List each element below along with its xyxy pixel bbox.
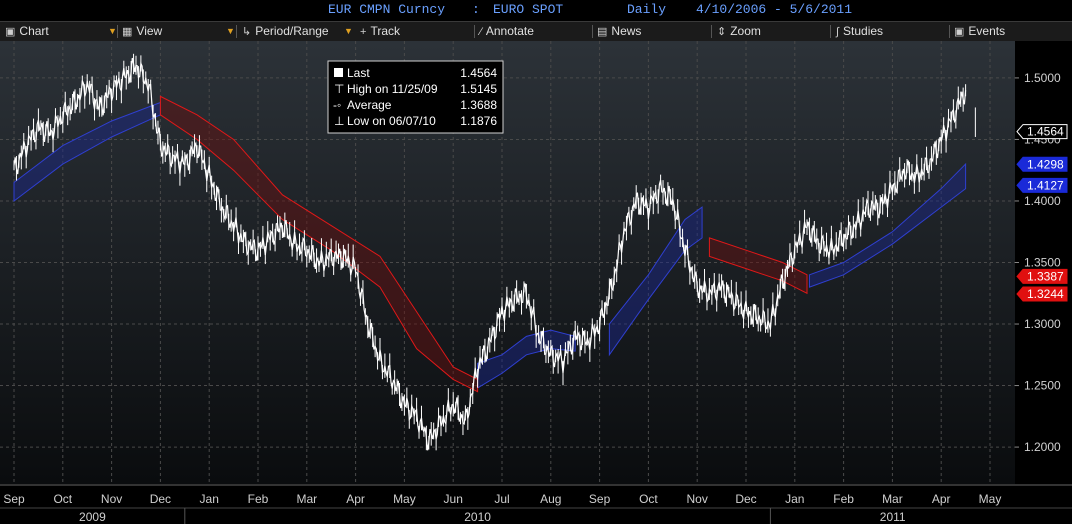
x-month-label: Oct xyxy=(639,492,658,506)
x-month-label: Sep xyxy=(3,492,25,506)
legend-low-value: 1.1876 xyxy=(460,114,497,128)
blue-band-segment xyxy=(808,162,967,288)
legend-average-label: Average xyxy=(347,98,392,112)
legend-high-value: 1.5145 xyxy=(460,82,497,96)
period-range-menu-button[interactable]: ↳ Period/Range xyxy=(242,24,329,38)
price-tag-blue xyxy=(1016,156,1068,172)
pen-icon: ∕ xyxy=(480,26,482,38)
price-chart[interactable]: 1.20001.25001.30001.35001.40001.45001.50… xyxy=(0,41,1072,524)
x-month-label: Jun xyxy=(444,492,463,506)
toolbar-divider xyxy=(236,25,237,38)
toolbar-divider xyxy=(117,25,118,38)
price-tag-label: 1.3387 xyxy=(1027,269,1064,283)
price-tag-label: 1.4298 xyxy=(1027,157,1064,171)
toolbar-divider xyxy=(949,25,950,38)
calendar-icon: ↳ xyxy=(242,26,252,38)
high-marker-icon: ⊤ xyxy=(334,82,344,96)
red-band-segment xyxy=(159,95,479,393)
legend-low-label: Low on 06/07/10 xyxy=(347,114,436,128)
legend-high-label: High on 11/25/09 xyxy=(347,82,438,96)
view-menu-button[interactable]: ▦ View xyxy=(122,24,163,38)
y-tick-label: 1.2500 xyxy=(1024,379,1061,393)
x-month-label: May xyxy=(979,492,1002,506)
x-month-label: Jul xyxy=(494,492,509,506)
events-icon: ▣ xyxy=(954,26,965,38)
x-month-label: Jan xyxy=(200,492,219,506)
chart-menu-button[interactable]: ▣ Chart xyxy=(5,24,49,38)
y-tick-label: 1.3000 xyxy=(1024,317,1061,331)
toolbar-divider xyxy=(592,25,593,38)
x-month-label: Jan xyxy=(785,492,804,506)
price-series-layer xyxy=(13,53,976,451)
x-month-label: Nov xyxy=(687,492,708,506)
toolbar-divider xyxy=(711,25,712,38)
legend-last-value: 1.4564 xyxy=(460,66,497,80)
x-year-label: 2010 xyxy=(464,510,491,524)
legend-average-value: 1.3688 xyxy=(460,98,497,112)
price-tag-label: 1.4564 xyxy=(1027,125,1064,139)
toolbar-divider xyxy=(830,25,831,38)
y-tick-label: 1.4000 xyxy=(1024,194,1061,208)
annotate-button[interactable]: ∕ Annotate xyxy=(480,24,534,38)
x-year-label: 2009 xyxy=(79,510,106,524)
legend-last-label: Last xyxy=(347,66,370,80)
x-month-label: Feb xyxy=(248,492,269,506)
last-marker-icon xyxy=(334,68,343,77)
legend-box: Last 1.4564 ⊤ High on 11/25/09 1.5145 -◦… xyxy=(327,60,504,134)
period-dropdown-arrow-icon[interactable]: ▼ xyxy=(344,26,353,36)
price-tag-label: 1.4127 xyxy=(1027,178,1064,192)
chart-dropdown-arrow-icon[interactable]: ▼ xyxy=(108,26,117,36)
price-tag-red xyxy=(1016,286,1068,302)
date-range-label: 4/10/2006 - 5/6/2011 xyxy=(696,2,853,17)
title-bar: EUR CMPN Curncy : EURO SPOT Daily 4/10/2… xyxy=(0,0,1072,20)
events-button[interactable]: ▣ Events xyxy=(954,24,1006,38)
price-tag-red xyxy=(1016,268,1068,284)
x-month-label: Nov xyxy=(101,492,122,506)
legend-frame xyxy=(327,60,504,134)
news-icon: ▤ xyxy=(597,26,608,38)
x-month-label: Apr xyxy=(932,492,951,506)
x-month-label: Dec xyxy=(150,492,171,506)
zoom-icon: ⇕ xyxy=(717,26,727,38)
x-year-label: 2011 xyxy=(880,510,906,524)
x-month-label: Mar xyxy=(296,492,317,506)
x-month-label: Sep xyxy=(589,492,611,506)
price-tag-blue xyxy=(1016,177,1068,193)
ticker-label: EUR CMPN Curncy xyxy=(328,2,446,17)
x-axis-panel xyxy=(0,484,1072,524)
chart-icon: ▣ xyxy=(5,26,16,38)
studies-button[interactable]: ∫ Studies xyxy=(836,24,884,38)
plus-icon: + xyxy=(360,26,367,38)
x-month-label: Aug xyxy=(540,492,561,506)
low-marker-icon: ⊥ xyxy=(334,114,344,128)
x-month-label: May xyxy=(393,492,416,506)
price-tag-label: 1.3244 xyxy=(1027,287,1064,301)
y-tick-label: 1.2000 xyxy=(1024,440,1061,454)
price-tag-last xyxy=(1016,124,1068,140)
chart-toolbar: ▣ Chart ▼ ▦ View ▼ ↳ Period/Range ▼ + Track … xyxy=(0,21,1072,42)
y-tick-label: 1.3500 xyxy=(1024,256,1061,270)
news-button[interactable]: ▤ News xyxy=(597,24,642,38)
toolbar-divider xyxy=(474,25,475,38)
x-month-label: Feb xyxy=(833,492,854,506)
y-axis-panel xyxy=(1015,41,1072,484)
x-month-label: Apr xyxy=(346,492,365,506)
y-tick-label: 1.5000 xyxy=(1024,71,1061,85)
x-month-label: Mar xyxy=(882,492,903,506)
zoom-button[interactable]: ⇕ Zoom xyxy=(717,24,761,38)
view-dropdown-arrow-icon[interactable]: ▼ xyxy=(226,26,235,36)
x-month-label: Oct xyxy=(53,492,72,506)
track-button[interactable]: + Track xyxy=(360,24,400,38)
studies-icon: ∫ xyxy=(836,26,840,38)
average-marker-icon: -◦ xyxy=(333,98,341,112)
x-axis: Sep Oct Nov Dec Jan Feb Mar Apr May Jun Jul Aug Sep O… xyxy=(0,484,1072,524)
periodicity-label: Daily xyxy=(627,2,667,17)
ticker-separator: : xyxy=(472,2,480,17)
x-month-label: Dec xyxy=(735,492,756,506)
blue-band-segment xyxy=(608,206,703,357)
security-name: EURO SPOT xyxy=(493,2,564,17)
price-tags: 1.4564 1.4298 1.4127 1.3387 1.3244 xyxy=(1016,124,1068,302)
view-icon: ▦ xyxy=(122,26,133,38)
